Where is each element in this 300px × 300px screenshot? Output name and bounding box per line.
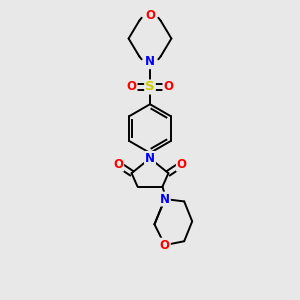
Text: N: N <box>145 152 155 165</box>
Text: S: S <box>145 80 155 94</box>
Text: O: O <box>164 80 173 94</box>
Text: N: N <box>160 193 170 206</box>
Text: O: O <box>127 80 136 94</box>
Text: O: O <box>113 158 123 171</box>
Text: O: O <box>145 9 155 22</box>
Text: N: N <box>145 55 155 68</box>
Text: O: O <box>177 158 187 171</box>
Text: O: O <box>160 238 170 252</box>
